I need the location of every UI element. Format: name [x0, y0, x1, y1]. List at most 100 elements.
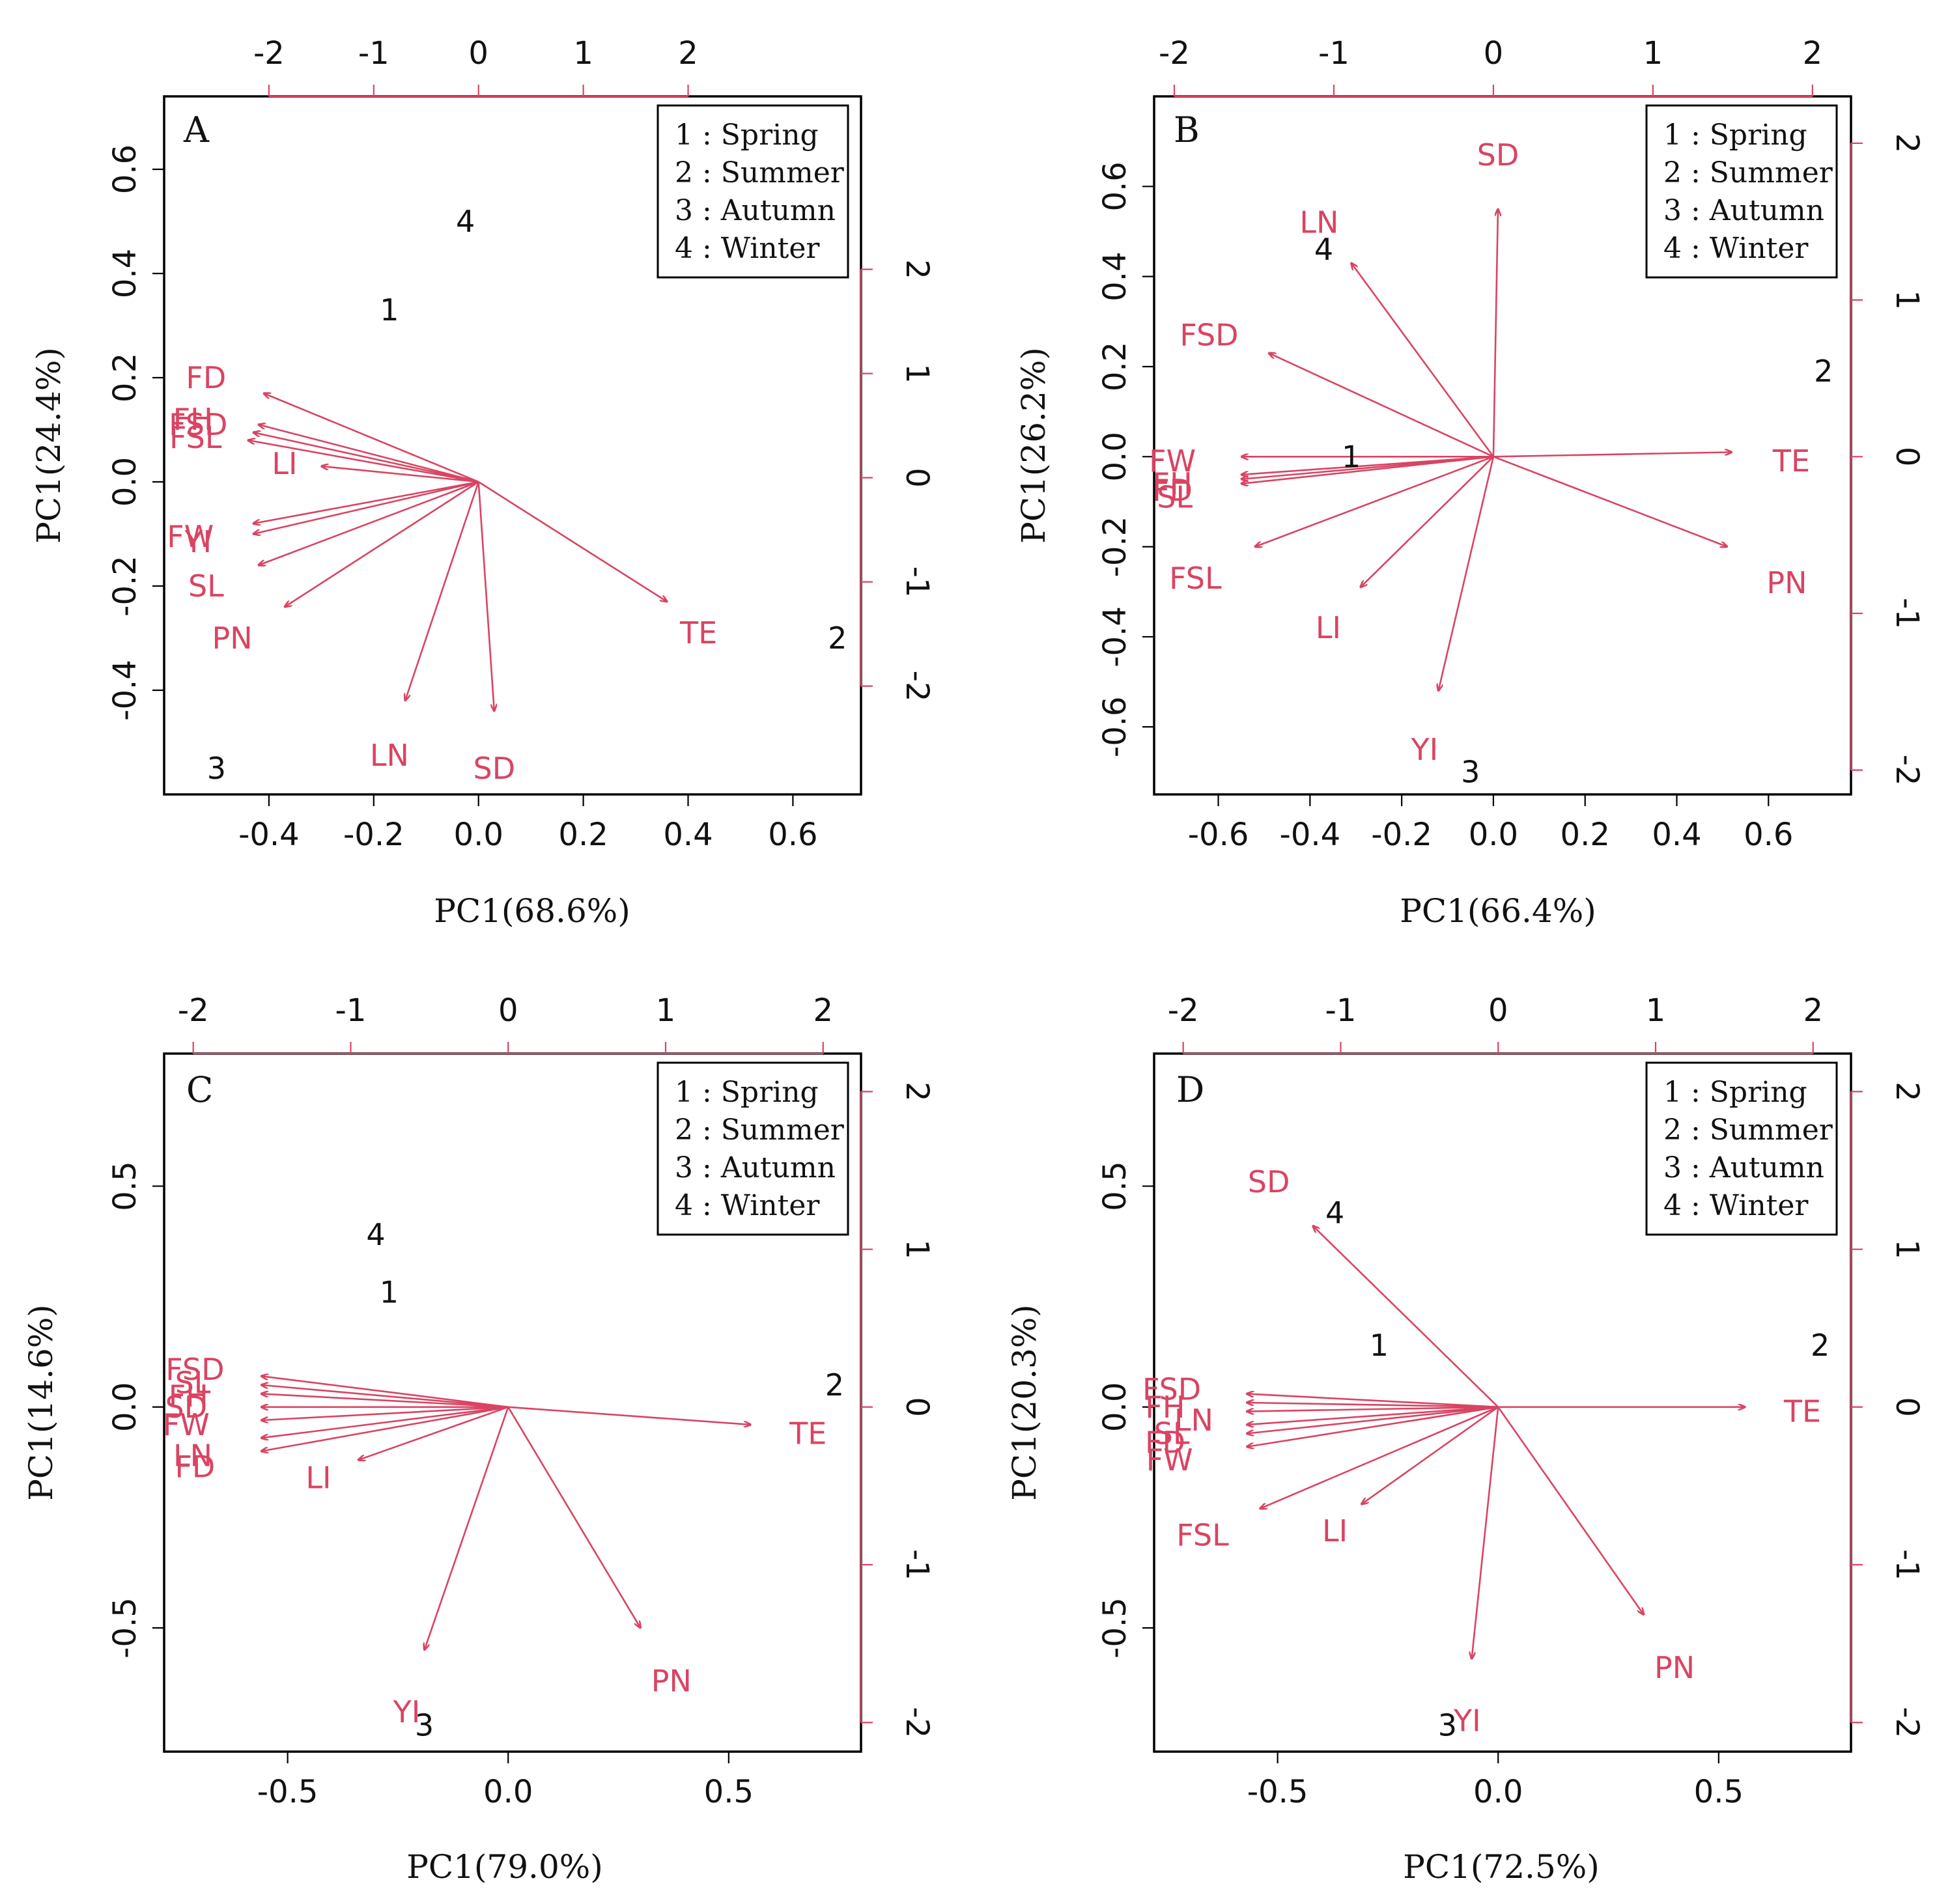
loading-label-yi: YI	[1410, 732, 1438, 767]
top-tick-label: -2	[178, 992, 209, 1029]
loading-label-pn: PN	[1766, 565, 1807, 600]
right-tick-label: -1	[1889, 598, 1925, 629]
x-tick-label: -0.5	[1247, 1774, 1308, 1810]
right-tick-label: -2	[899, 1707, 935, 1738]
y-tick-label: -0.2	[107, 555, 143, 617]
loading-label-fh: FH	[1145, 1390, 1185, 1425]
loading-label-sl: SL	[1154, 1416, 1190, 1451]
top-tick-label: -2	[1168, 992, 1199, 1029]
season-point-4: 4	[1314, 232, 1333, 267]
x-tick-label: 0.4	[663, 817, 713, 853]
season-point-2: 2	[1814, 354, 1833, 389]
x-axis-title-c: PC1(79.0%)	[406, 1848, 603, 1886]
y-axis-title-a: PC1(24.4%)	[30, 347, 68, 544]
loading-label-fsd: FSD	[169, 407, 227, 442]
y-tick-label: 0.5	[107, 1161, 143, 1211]
loading-label-pn: PN	[212, 621, 253, 656]
season-point-3: 3	[1461, 754, 1480, 789]
legend-b: 1 : Spring 2 : Summer 3 : Autumn 4 : Win…	[1645, 104, 1838, 279]
loading-arrow-fsl	[1255, 456, 1494, 546]
season-point-1: 1	[1370, 1328, 1389, 1363]
loading-label-sl: SL	[188, 568, 224, 604]
loading-arrow-li	[1361, 456, 1494, 587]
loading-arrow-sl	[259, 481, 479, 565]
y-tick-label: 0.2	[107, 353, 143, 402]
loading-label-li: LI	[305, 1460, 331, 1495]
loading-arrow-ln	[405, 481, 479, 701]
x-tick-label: -0.2	[1371, 817, 1432, 853]
loading-label-ln: LN	[370, 738, 409, 773]
season-point-1: 1	[1342, 439, 1361, 474]
top-tick-label: 0	[498, 992, 518, 1029]
loading-label-pn: PN	[651, 1663, 692, 1698]
x-tick-label: 0.0	[483, 1774, 533, 1810]
loading-label-pn: PN	[1654, 1650, 1695, 1685]
loading-arrow-yi	[1438, 456, 1495, 691]
top-tick-label: 2	[1803, 992, 1823, 1029]
loading-label-fd: FD	[175, 1449, 215, 1484]
loading-arrow-te	[478, 481, 668, 602]
loading-arrow-pn	[1493, 456, 1727, 546]
loading-arrow-fsd	[1247, 1393, 1499, 1408]
loading-label-sl: SL	[175, 1365, 211, 1400]
y-tick-label: -0.4	[1097, 606, 1133, 667]
loading-label-fh: FH	[169, 1379, 208, 1414]
top-tick-label: 1	[573, 35, 593, 72]
legend-item-autumn: 3 : Autumn	[675, 1151, 836, 1184]
y-tick-label: 0.0	[107, 1382, 143, 1432]
loading-label-te: TE	[1783, 1394, 1821, 1429]
x-tick-label: 0.4	[1652, 817, 1701, 853]
loading-label-fsl: FSL	[169, 420, 222, 455]
right-tick-label: 2	[1889, 1082, 1925, 1102]
loading-label-fsd: FSD	[165, 1352, 224, 1387]
marks-c: -0.5 0.0 0.5-0.50.00.5-2 -1 0 1 2-2-1012FSDSLF…	[107, 992, 935, 1810]
legend-item-autumn: 3 : Autumn	[675, 194, 836, 227]
y-tick-label: -0.5	[1097, 1597, 1133, 1659]
x-tick-label: -0.6	[1188, 817, 1249, 853]
legend-item-spring: 1 : Spring	[675, 119, 819, 152]
panel-c: C 1 : Spring 2 : Summer 3 : Autumn 4 : W…	[22, 992, 935, 1886]
y-axis-title-b: PC1(26.2%)	[1015, 347, 1053, 544]
y-tick-label: -0.5	[107, 1597, 143, 1659]
loading-label-li: LI	[272, 446, 297, 481]
season-point-3: 3	[207, 751, 226, 786]
y-tick-label: -0.2	[1097, 516, 1133, 578]
marks-b: -0.6 -0.4 -0.2 0.0 0.2 0.4 0.6 -0.6 -0.4 -0.2 0.0 0…	[1097, 35, 1925, 853]
loading-label-fsl: FSL	[1169, 561, 1222, 596]
loading-arrow-fw	[253, 481, 479, 524]
loading-label-li: LI	[1316, 610, 1341, 645]
loading-label-yi: YI	[184, 524, 212, 559]
right-tick-label: -1	[1889, 1549, 1925, 1580]
y-axis-title-d: PC1(20.3%)	[1006, 1304, 1043, 1501]
x-tick-label: -0.4	[238, 817, 300, 853]
marks-d: -0.5 0.0 0.5-0.50.00.5-2 -1 0 1 2-2-1012SDFSDF…	[1097, 992, 1925, 1810]
panel-letter-c: C	[186, 1069, 213, 1110]
panel-d: D 1 : Spring 2 : Summer 3 : Autumn 4 : W…	[1006, 992, 1925, 1886]
right-tick-label: -1	[899, 567, 935, 598]
loading-arrow-fd	[264, 393, 479, 483]
legend-item-winter: 4 : Winter	[675, 232, 820, 265]
loading-arrow-sd	[1313, 1226, 1499, 1408]
loading-arrow-sd	[1492, 209, 1498, 457]
legend-d: 1 : Spring 2 : Summer 3 : Autumn 4 : Win…	[1645, 1061, 1838, 1236]
right-tick-label: -2	[1889, 1707, 1925, 1738]
y-tick-label: 0.0	[107, 457, 143, 507]
y-tick-label: 0.0	[1097, 1382, 1133, 1432]
loading-label-fd: FD	[1152, 473, 1193, 508]
season-point-2: 2	[828, 621, 847, 656]
loading-arrow-ln	[1351, 263, 1494, 458]
legend-item-autumn: 3 : Autumn	[1663, 194, 1824, 227]
legend-box-d	[1645, 1061, 1838, 1236]
top-tick-label: 0	[468, 35, 488, 72]
right-tick-label: 2	[899, 1082, 935, 1102]
legend-item-spring: 1 : Spring	[1663, 119, 1807, 152]
loading-label-fsl: FSL	[1176, 1518, 1229, 1553]
loading-label-te: TE	[679, 615, 717, 651]
loading-arrow-ln	[261, 1406, 509, 1438]
loading-arrow-pn	[1497, 1407, 1643, 1615]
legend-box-a	[657, 104, 849, 279]
loading-arrow-sl	[261, 1385, 509, 1408]
x-tick-label: -0.2	[343, 817, 404, 853]
legend-item-summer: 2 : Summer	[675, 1113, 845, 1147]
right-tick-label: 2	[899, 259, 935, 279]
